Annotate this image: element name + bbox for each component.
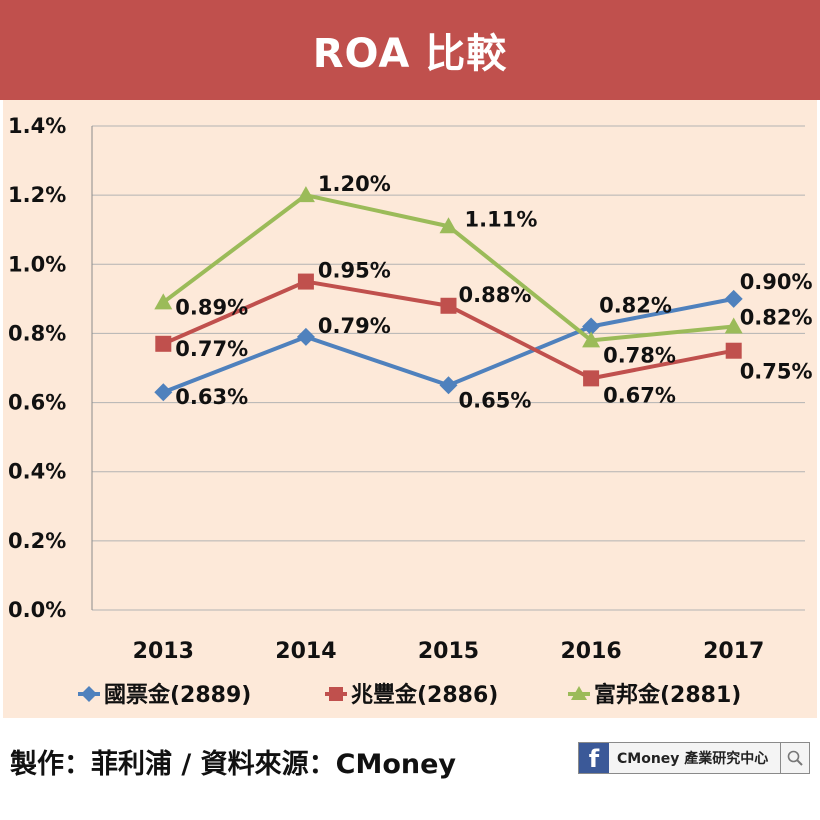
y-tick-label: 0.4% xyxy=(8,460,66,484)
data-label: 0.63% xyxy=(175,385,248,409)
data-point xyxy=(725,342,742,359)
facebook-page-name: CMoney 產業研究中心 xyxy=(617,751,769,767)
data-label: 1.20% xyxy=(318,172,391,196)
y-tick-label: 1.4% xyxy=(8,114,66,138)
data-point xyxy=(724,289,743,308)
data-point xyxy=(724,317,743,334)
y-tick-label: 0.0% xyxy=(8,598,66,622)
data-point xyxy=(296,186,315,203)
data-point xyxy=(439,376,458,395)
data-label: 0.75% xyxy=(740,360,813,384)
y-tick-label: 0.8% xyxy=(8,321,66,345)
source-credit: 製作：菲利浦 / 資料來源：CMoney xyxy=(10,749,457,780)
data-point xyxy=(439,217,458,234)
x-tick-label: 2015 xyxy=(418,639,479,664)
search-icon[interactable] xyxy=(780,743,809,773)
x-tick-label: 2016 xyxy=(560,639,621,664)
data-point xyxy=(154,383,173,402)
data-label: 0.95% xyxy=(318,259,391,283)
data-label: 0.82% xyxy=(599,294,672,318)
x-tick-label: 2013 xyxy=(133,639,194,664)
data-label: 0.82% xyxy=(740,306,813,330)
y-tick-label: 0.2% xyxy=(8,529,66,553)
data-point xyxy=(583,370,600,387)
facebook-page-badge[interactable]: f CMoney 產業研究中心 xyxy=(578,742,810,774)
x-tick-label: 2014 xyxy=(275,639,336,664)
roa-chart: 0.0% 0.2% 0.4% 0.6% 0.8% 1.0% 1.2% 1.4% 2013 2014… xyxy=(0,100,820,720)
chart-background xyxy=(3,100,817,718)
data-point xyxy=(154,293,173,310)
legend-swatch-marker xyxy=(329,687,343,701)
legend-swatch-marker xyxy=(81,686,97,702)
y-tick-label: 1.0% xyxy=(8,252,66,276)
data-point xyxy=(440,297,457,314)
data-label: 0.90% xyxy=(740,270,813,294)
data-label: 0.77% xyxy=(175,337,248,361)
data-label: 0.65% xyxy=(459,388,532,412)
y-tick-label: 1.2% xyxy=(8,183,66,207)
chart-svg: 0.0% 0.2% 0.4% 0.6% 0.8% 1.0% 1.2% 1.4% 2013 2014… xyxy=(3,100,817,718)
data-label: 0.79% xyxy=(318,314,391,338)
page-title: ROA 比較 xyxy=(312,31,508,77)
data-point xyxy=(582,331,601,348)
legend-entry: 富邦金(2881) xyxy=(594,682,741,708)
data-point xyxy=(296,327,315,346)
data-point xyxy=(297,273,314,290)
legend-swatch-marker xyxy=(571,686,587,700)
data-label: 1.11% xyxy=(465,207,538,231)
data-label: 0.89% xyxy=(175,295,248,319)
legend-entry: 兆豐金(2886) xyxy=(351,682,498,708)
data-label: 0.67% xyxy=(603,383,676,407)
y-tick-label: 0.6% xyxy=(8,391,66,415)
data-label: 0.88% xyxy=(459,283,532,307)
title-banner: ROA 比較 xyxy=(0,0,820,100)
facebook-icon: f xyxy=(579,743,609,773)
footer: 製作：菲利浦 / 資料來源：CMoney f CMoney 產業研究中心 xyxy=(0,720,820,820)
legend-entry: 國票金(2889) xyxy=(104,682,251,708)
data-point xyxy=(582,317,601,336)
x-tick-label: 2017 xyxy=(703,639,764,664)
data-label: 0.78% xyxy=(603,343,676,367)
data-point xyxy=(155,335,172,352)
